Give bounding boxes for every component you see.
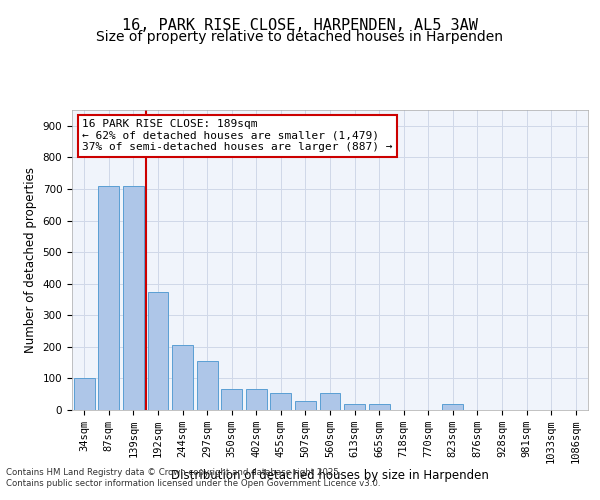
Text: 16, PARK RISE CLOSE, HARPENDEN, AL5 3AW: 16, PARK RISE CLOSE, HARPENDEN, AL5 3AW [122,18,478,32]
Text: Contains HM Land Registry data © Crown copyright and database right 2025.
Contai: Contains HM Land Registry data © Crown c… [6,468,380,487]
Bar [320,392,340,410]
Bar [442,404,463,410]
Bar [246,390,267,410]
Bar [197,361,218,410]
Text: Size of property relative to detached houses in Harpenden: Size of property relative to detached ho… [97,30,503,44]
Text: 16 PARK RISE CLOSE: 189sqm
← 62% of detached houses are smaller (1,479)
37% of s: 16 PARK RISE CLOSE: 189sqm ← 62% of deta… [82,119,393,152]
Bar [148,292,169,410]
Bar [295,400,316,410]
Bar [172,346,193,410]
Bar [368,404,389,410]
Bar [74,378,95,410]
Y-axis label: Number of detached properties: Number of detached properties [24,167,37,353]
Bar [221,390,242,410]
Bar [123,186,144,410]
Bar [344,404,365,410]
X-axis label: Distribution of detached houses by size in Harpenden: Distribution of detached houses by size … [171,469,489,482]
Bar [271,392,292,410]
Bar [98,186,119,410]
